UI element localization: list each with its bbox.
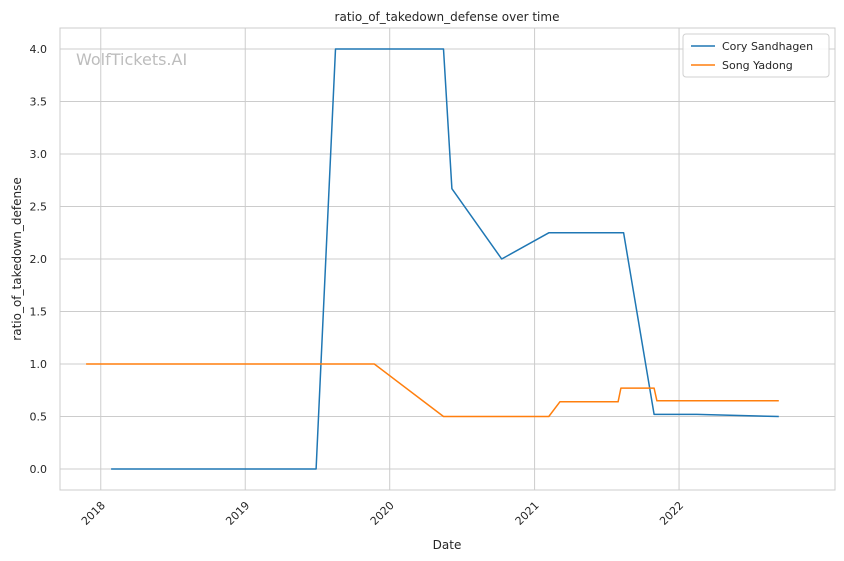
y-tick-label: 1.0: [30, 358, 48, 371]
x-axis-label: Date: [433, 538, 462, 552]
y-tick-label: 3.0: [30, 148, 48, 161]
y-tick-label: 3.5: [30, 96, 48, 109]
x-tick-label: 2022: [657, 499, 686, 528]
y-axis-label: ratio_of_takedown_defense: [10, 177, 24, 340]
x-axis-ticks: 2018 2019 2020 2021 2022: [79, 499, 686, 528]
x-tick-label: 2018: [79, 499, 108, 528]
y-axis-ticks: 0.0 0.5 1.0 1.5 2.0 2.5 3.0 3.5 4.0: [30, 43, 48, 476]
legend-label-cory-sandhagen: Cory Sandhagen: [722, 40, 813, 53]
plot-frame: [59, 27, 836, 491]
y-tick-label: 1.5: [30, 306, 48, 319]
series-line-cory-sandhagen: [111, 48, 779, 470]
watermark: WolfTickets.AI: [76, 50, 187, 69]
chart-title: ratio_of_takedown_defense over time: [335, 10, 560, 24]
x-tick-label: 2019: [223, 499, 252, 528]
legend: Cory Sandhagen Song Yadong: [682, 33, 830, 78]
x-tick-label: 2021: [513, 499, 542, 528]
series-line-song-yadong: [86, 363, 779, 418]
y-tick-label: 4.0: [30, 43, 48, 56]
y-tick-label: 0.5: [30, 411, 48, 424]
x-tick-label: 2020: [368, 499, 397, 528]
y-tick-label: 2.5: [30, 201, 48, 214]
y-tick-label: 2.0: [30, 253, 48, 266]
series-lines: [86, 48, 779, 470]
legend-label-song-yadong: Song Yadong: [722, 59, 793, 72]
legend-box: [682, 33, 830, 78]
y-tick-label: 0.0: [30, 463, 48, 476]
